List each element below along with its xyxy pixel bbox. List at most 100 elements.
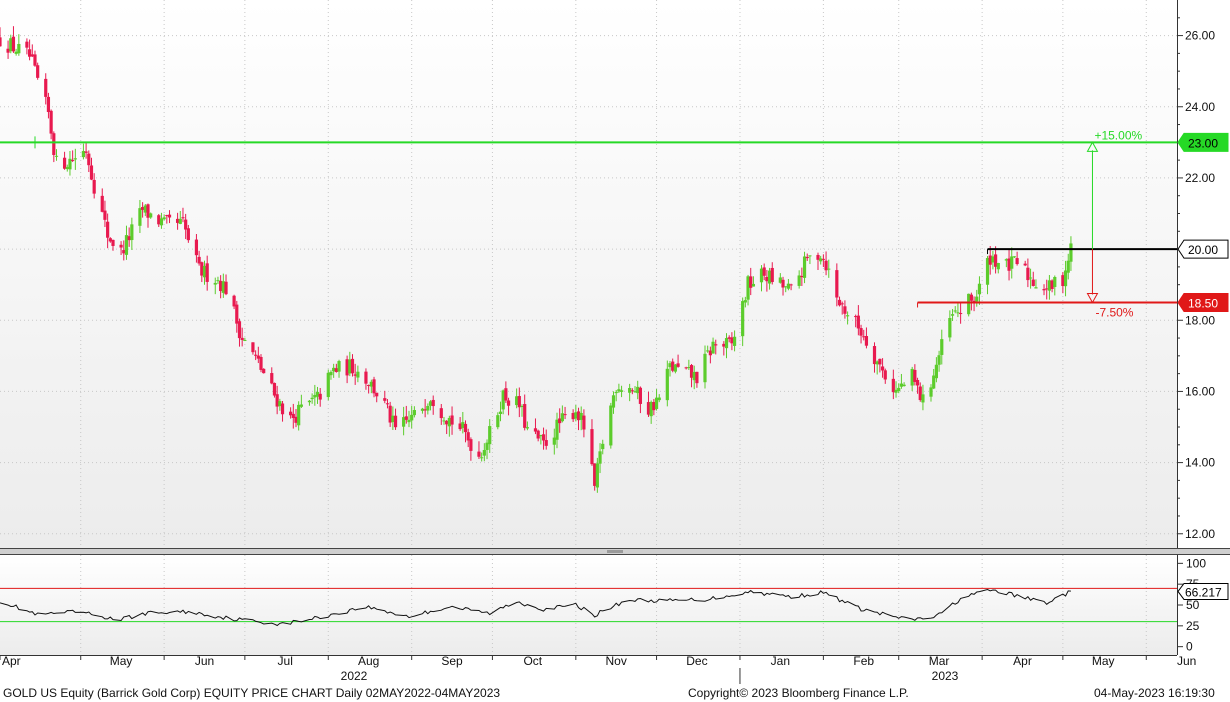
x-axis-month-label: Feb: [853, 654, 874, 668]
candle-body: [461, 422, 465, 428]
candle-body: [673, 364, 677, 372]
candle-body: [617, 389, 621, 392]
candle-body: [186, 228, 190, 241]
price-y-tick-label: 22.00: [1185, 171, 1215, 185]
downside-arrow-head: [1086, 292, 1099, 304]
candle-body: [894, 389, 898, 393]
candle-body: [743, 300, 747, 303]
candle-body: [44, 78, 48, 97]
candle-body: [684, 367, 688, 369]
candle-body: [636, 386, 640, 394]
candle-body: [767, 270, 772, 284]
candle-body: [1045, 288, 1049, 290]
candle-body: [544, 440, 548, 446]
price-y-tick-label: 16.00: [1185, 384, 1215, 398]
candle-body: [498, 411, 503, 414]
candle-body: [138, 208, 142, 226]
candle-body: [950, 314, 955, 316]
candle-body: [789, 284, 793, 286]
candle-body: [862, 336, 866, 338]
candle-body: [765, 276, 769, 282]
x-axis-month-label: Dec: [686, 654, 707, 668]
price-y-tick-label: 24.00: [1185, 100, 1215, 114]
candle-body: [921, 394, 925, 403]
candle-body: [100, 195, 104, 212]
candle-body: [420, 408, 425, 411]
candle-body: [991, 256, 995, 263]
candle-body: [706, 350, 710, 352]
candle-body: [1053, 276, 1057, 287]
candle-body: [159, 218, 164, 226]
candle-body: [477, 451, 481, 457]
candle-body: [345, 359, 349, 376]
candle-body: [967, 293, 971, 315]
candle-body: [445, 420, 449, 425]
x-axis-month-label: Aug: [358, 654, 379, 668]
candle-body: [280, 403, 285, 415]
candle-body: [332, 367, 336, 372]
footer-copyright: Copyright© 2023 Bloomberg Finance L.P.: [688, 686, 909, 700]
candle-body: [143, 205, 147, 213]
candle-body: [671, 361, 675, 371]
candle-body: [977, 283, 982, 295]
candle-body: [843, 306, 847, 314]
candle-body: [525, 427, 529, 429]
candle-body: [595, 463, 599, 488]
candle-body: [649, 401, 653, 417]
candle-body: [913, 369, 917, 382]
candle-body: [6, 48, 10, 53]
candle-body: [638, 387, 643, 404]
candle-body: [770, 267, 774, 282]
candle-body: [450, 415, 454, 425]
candle-body: [315, 391, 320, 397]
price-y-tick-label: 12.00: [1185, 527, 1215, 541]
candle-body: [541, 434, 546, 441]
rsi-value-tag-label: 66.217: [1185, 585, 1222, 599]
candle-body: [25, 41, 29, 48]
price-y-tick-label: 26.00: [1185, 29, 1215, 43]
candle-body: [14, 51, 18, 54]
candle-body: [1023, 263, 1027, 266]
price-level-tag: [1177, 239, 1229, 259]
candle-body: [9, 38, 13, 52]
candle-body: [722, 343, 726, 347]
candle-body: [17, 43, 21, 54]
candle-body: [259, 356, 263, 370]
candle-body: [157, 215, 161, 225]
x-axis-month-label: Apr: [1013, 654, 1032, 668]
candle-body: [375, 392, 379, 397]
candle-body: [65, 167, 69, 170]
candle-body: [175, 218, 180, 223]
candle-body: [54, 155, 59, 157]
candle-body: [1050, 280, 1054, 289]
candle-body: [692, 371, 696, 381]
candle-body: [727, 337, 731, 339]
candle-body: [668, 363, 672, 368]
price-level-tag-label: 20.00: [1188, 243, 1218, 257]
candle-body: [797, 275, 801, 286]
candle-body: [576, 411, 581, 421]
x-axis-month-label: Jul: [278, 654, 293, 668]
candle-body: [746, 276, 750, 300]
candle-body: [859, 328, 863, 336]
candle-body: [724, 338, 729, 349]
candle-body: [36, 65, 40, 78]
candle-body: [614, 391, 618, 394]
candle-body: [856, 315, 860, 329]
candle-body: [348, 359, 352, 374]
candle-body: [119, 244, 123, 248]
x-axis-month-label: Apr: [2, 654, 21, 668]
candle-body: [633, 391, 637, 393]
candle-body: [178, 218, 182, 224]
candle-body: [940, 339, 944, 355]
candle-body: [560, 413, 564, 422]
candle-body: [243, 339, 247, 341]
x-axis-month-label: Jun: [195, 654, 214, 668]
candle-body: [496, 415, 500, 428]
candle-body: [1061, 275, 1065, 287]
candle-body: [880, 366, 885, 371]
candle-body: [539, 434, 543, 437]
panel-resize-handle: [607, 550, 623, 553]
candle-body: [1047, 280, 1052, 291]
candle-body: [956, 312, 960, 314]
